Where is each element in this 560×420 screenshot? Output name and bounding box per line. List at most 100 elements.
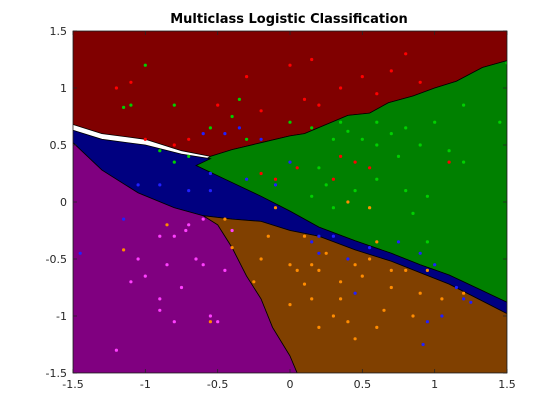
data-point [187,154,191,158]
data-point [122,105,126,109]
data-point [404,52,408,56]
data-point [259,257,263,261]
data-point [353,263,357,267]
data-point [382,308,386,312]
y-tick-label: -1 [56,310,67,323]
data-point [259,171,263,176]
data-point [454,285,458,290]
data-point [288,303,292,307]
data-point [259,109,263,113]
data-point [78,251,82,255]
data-point [310,297,314,301]
data-point [360,274,364,278]
data-point [324,251,328,255]
data-point [223,217,227,221]
data-point [187,223,191,227]
data-point [172,320,176,324]
data-point [245,177,249,181]
data-point [411,314,415,318]
data-point [172,143,176,147]
data-point [310,126,314,130]
data-point [346,320,350,324]
data-point [346,200,350,204]
data-point [165,263,169,267]
data-point [273,177,278,181]
data-point [122,217,126,221]
data-point [421,342,425,347]
data-point [194,257,198,261]
data-point [158,234,162,238]
data-point [462,160,466,164]
data-point [447,160,451,164]
data-point [498,120,502,124]
y-tick-label: 1.5 [50,25,68,38]
data-point [302,234,307,238]
x-tick-label: -0.5 [207,378,228,391]
data-point [353,291,357,295]
data-point [114,348,118,352]
data-point [375,143,379,147]
x-tick-label: 1 [431,378,438,391]
data-point [433,263,437,267]
data-point [368,257,372,261]
data-point [245,75,249,79]
data-point [129,80,133,84]
data-point [158,183,162,187]
data-point [143,63,147,67]
data-point [216,320,220,324]
data-point [230,246,234,250]
data-point [317,251,321,255]
y-tick-label: 0 [60,196,67,209]
data-point [375,177,379,181]
data-point [368,206,372,210]
data-point [288,160,292,164]
data-point [389,69,393,73]
data-point [317,325,321,329]
data-point [346,257,350,261]
data-point [208,126,212,130]
data-point [295,268,299,272]
data-point [317,268,321,272]
data-point [273,183,278,187]
data-point [324,183,328,187]
data-point [353,189,357,193]
data-point [418,143,422,147]
data-point [143,274,147,278]
data-point [208,189,212,193]
x-tick-label: -1.5 [62,378,83,391]
data-point [418,80,422,84]
data-point [353,337,357,341]
data-point [331,137,335,141]
x-tick-label: -1 [140,378,151,391]
data-point [172,160,176,164]
data-point [462,103,466,107]
data-point [172,103,176,107]
data-point [404,268,408,272]
data-point [339,86,343,90]
data-point [295,166,299,170]
data-point [237,126,241,130]
data-point [331,314,335,318]
data-point [375,92,379,96]
data-point [418,251,422,255]
data-point [245,137,249,141]
data-point [216,103,220,107]
data-point [302,97,307,101]
data-point [179,285,184,290]
data-point [288,120,292,124]
data-point [288,63,292,67]
data-point [462,291,466,295]
data-point [389,132,393,136]
data-point [122,248,126,252]
data-point [404,189,408,193]
data-point [310,263,314,267]
data-point [259,137,263,141]
y-tick-label: -0.5 [46,253,67,266]
data-point [223,132,227,136]
data-point [317,103,321,107]
data-point [310,240,314,244]
data-point [129,103,133,107]
data-point [368,246,372,250]
data-point [201,132,205,136]
data-point [339,297,343,301]
